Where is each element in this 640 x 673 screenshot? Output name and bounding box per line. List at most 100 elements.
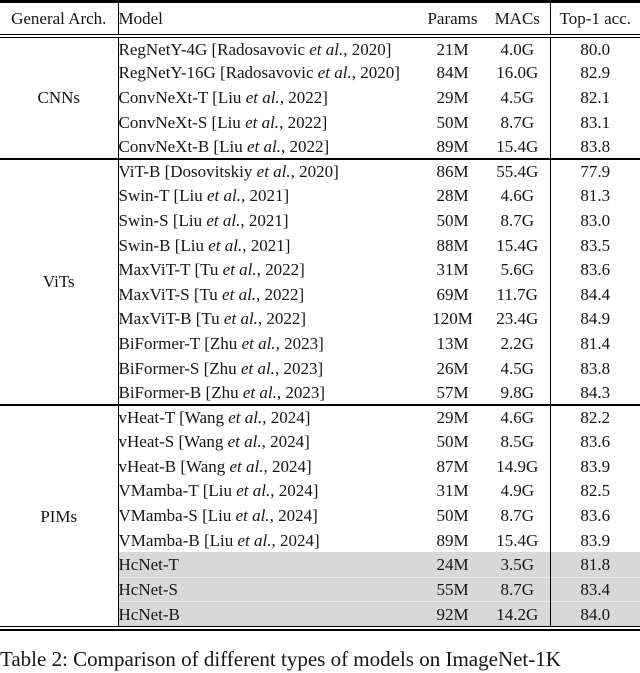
model-cell: ConvNeXt-S [Liu et al., 2022] — [118, 112, 328, 132]
top1-cell: 82.1 — [580, 87, 611, 107]
model-cell: vHeat-T [Wang et al., 2024] — [118, 408, 311, 428]
et-al-label: et al. — [235, 506, 270, 526]
section-vits: ViTs ViT-B [Dosovitskiy et al., 2020] 86M 5… — [0, 158, 640, 405]
macs-cell: 4.0G — [485, 36, 551, 61]
params-cell: 86M — [436, 162, 469, 182]
et-al-label: et al. — [242, 382, 277, 402]
top1-cell: 83.6 — [580, 432, 611, 452]
model-cell: BiFormer-T [Zhu et al., 2023] — [118, 333, 324, 353]
macs-cell: 4.5G — [485, 85, 551, 110]
table-row: Swin-S [Liu et al., 2021] 50M 8.7G 83.0 — [0, 208, 640, 233]
model-cell: Swin-S [Liu et al., 2021] — [118, 210, 289, 230]
model-cell: BiFormer-B [Zhu et al., 2023] — [118, 382, 326, 402]
top1-cell: 83.9 — [580, 530, 611, 550]
top1-cell: 80.0 — [580, 39, 611, 59]
model-cell: ViT-B [Dosovitskiy et al., 2020] — [118, 162, 339, 182]
top1-cell: 83.9 — [580, 456, 611, 476]
table-row: VMamba-B [Liu et al., 2024] 89M 15.4G 83.9 — [0, 527, 640, 553]
params-cell: 50M — [436, 210, 469, 230]
params-cell: 29M — [436, 408, 469, 428]
model-cell: MaxViT-S [Tu et al., 2022] — [118, 284, 305, 304]
table-header: General Arch. Model Params MACs Top-1 ac… — [0, 1, 640, 38]
et-al-label: et al. — [236, 481, 271, 501]
arch-group-label: CNNs — [0, 36, 119, 159]
arch-group-label: ViTs — [0, 158, 119, 405]
et-al-label: et al. — [222, 260, 257, 280]
model-cell: RegNetY-16G [Radosavovic et al., 2020] — [118, 63, 400, 83]
macs-cell: 5.6G — [485, 257, 551, 282]
top1-cell: 83.6 — [580, 260, 611, 280]
et-al-label: et al. — [227, 432, 262, 452]
top1-cell: 83.8 — [580, 136, 611, 156]
table-row: ConvNeXt-S [Liu et al., 2022] 50M 8.7G 83.1 — [0, 109, 640, 135]
table-row: HcNet-B 92M 14.2G 84.0 — [0, 601, 640, 627]
table-row: MaxViT-S [Tu et al., 2022] 69M 11.7G 84.4 — [0, 281, 640, 307]
params-cell: 28M — [436, 186, 469, 206]
model-cell: ConvNeXt-T [Liu et al., 2022] — [118, 87, 328, 107]
table-row: BiFormer-T [Zhu et al., 2023] 13M 2.2G 81.4 — [0, 331, 640, 356]
et-al-label: et al. — [245, 112, 280, 132]
top1-cell: 83.1 — [580, 112, 611, 132]
macs-cell: 23.4G — [485, 306, 551, 332]
table-row: CNNs RegNetY-4G [Radosavovic et al., 2020… — [0, 36, 640, 159]
macs-cell: 15.4G — [485, 232, 551, 258]
params-cell: 89M — [436, 530, 469, 550]
et-al-label: et al. — [206, 210, 241, 230]
top1-cell: 81.4 — [580, 333, 611, 353]
arch-group-label: PIMs — [0, 404, 119, 627]
top1-cell: 82.5 — [580, 481, 611, 501]
macs-cell: 15.4G — [485, 134, 551, 159]
top1-cell: 83.6 — [580, 506, 611, 526]
params-cell: 69M — [436, 284, 469, 304]
params-cell: 26M — [436, 358, 469, 378]
params-cell: 92M — [420, 601, 485, 627]
header-row: General Arch. Model Params MACs Top-1 ac… — [0, 1, 640, 38]
top1-cell: 83.0 — [580, 210, 611, 230]
params-cell: 21M — [436, 39, 469, 59]
table-row: ConvNeXt-T [Liu et al., 2022] 29M 4.5G 82.1 — [0, 85, 640, 110]
top1-cell: 84.4 — [580, 284, 611, 304]
table-row: MaxViT-B [Tu et al., 2022] 120M 23.4G 84.9 — [0, 306, 640, 332]
section-cnns: CNNs RegNetY-4G [Radosavovic et al., 2020… — [0, 36, 640, 159]
params-cell: 31M — [436, 481, 469, 501]
et-al-label: et al. — [229, 456, 264, 476]
params-cell: 84M — [436, 63, 469, 83]
table-bottom-rule — [0, 626, 640, 632]
table-row: Swin-T [Liu et al., 2021] 28M 4.6G 81.3 — [0, 183, 640, 209]
model-cell: Swin-T [Liu et al., 2021] — [118, 186, 290, 206]
model-cell: Swin-B [Liu et al., 2021] — [118, 235, 291, 255]
model-cell: HcNet-T — [118, 552, 420, 578]
table-row: RegNetY-16G [Radosavovic et al., 2020] 84… — [0, 60, 640, 86]
macs-cell: 8.7G — [485, 576, 551, 602]
table-row: BiFormer-S [Zhu et al., 2023] 26M 4.5G 83.8 — [0, 355, 640, 381]
macs-cell: 9.8G — [485, 380, 551, 405]
macs-cell: 4.5G — [485, 355, 551, 381]
params-cell: 13M — [436, 333, 469, 353]
macs-cell: 4.6G — [485, 404, 551, 430]
top1-cell: 77.9 — [580, 162, 611, 182]
et-al-label: et al. — [241, 333, 276, 353]
et-al-label: et al. — [222, 284, 257, 304]
macs-cell: 8.7G — [485, 109, 551, 135]
top1-cell: 82.2 — [580, 408, 611, 428]
table-row: ViTs ViT-B [Dosovitskiy et al., 2020] 86M 5… — [0, 158, 640, 405]
macs-cell: 14.9G — [485, 454, 551, 479]
top1-cell: 82.9 — [580, 63, 611, 83]
macs-cell: 4.6G — [485, 183, 551, 209]
top1-cell: 84.0 — [550, 601, 640, 627]
macs-cell: 15.4G — [485, 527, 551, 553]
top1-cell: 83.5 — [580, 235, 611, 255]
params-cell: 29M — [436, 87, 469, 107]
et-al-label: et al. — [223, 309, 258, 329]
et-al-label: et al. — [208, 235, 243, 255]
et-al-label: et al. — [317, 63, 352, 83]
params-cell: 50M — [436, 112, 469, 132]
model-comparison-table: General Arch. Model Params MACs Top-1 ac… — [0, 0, 640, 627]
macs-cell: 2.2G — [485, 331, 551, 356]
top1-cell: 84.3 — [580, 382, 611, 402]
macs-cell: 14.2G — [485, 601, 551, 627]
params-cell: 24M — [420, 552, 485, 578]
macs-cell: 8.5G — [485, 429, 551, 455]
et-al-label: et al. — [256, 162, 291, 182]
